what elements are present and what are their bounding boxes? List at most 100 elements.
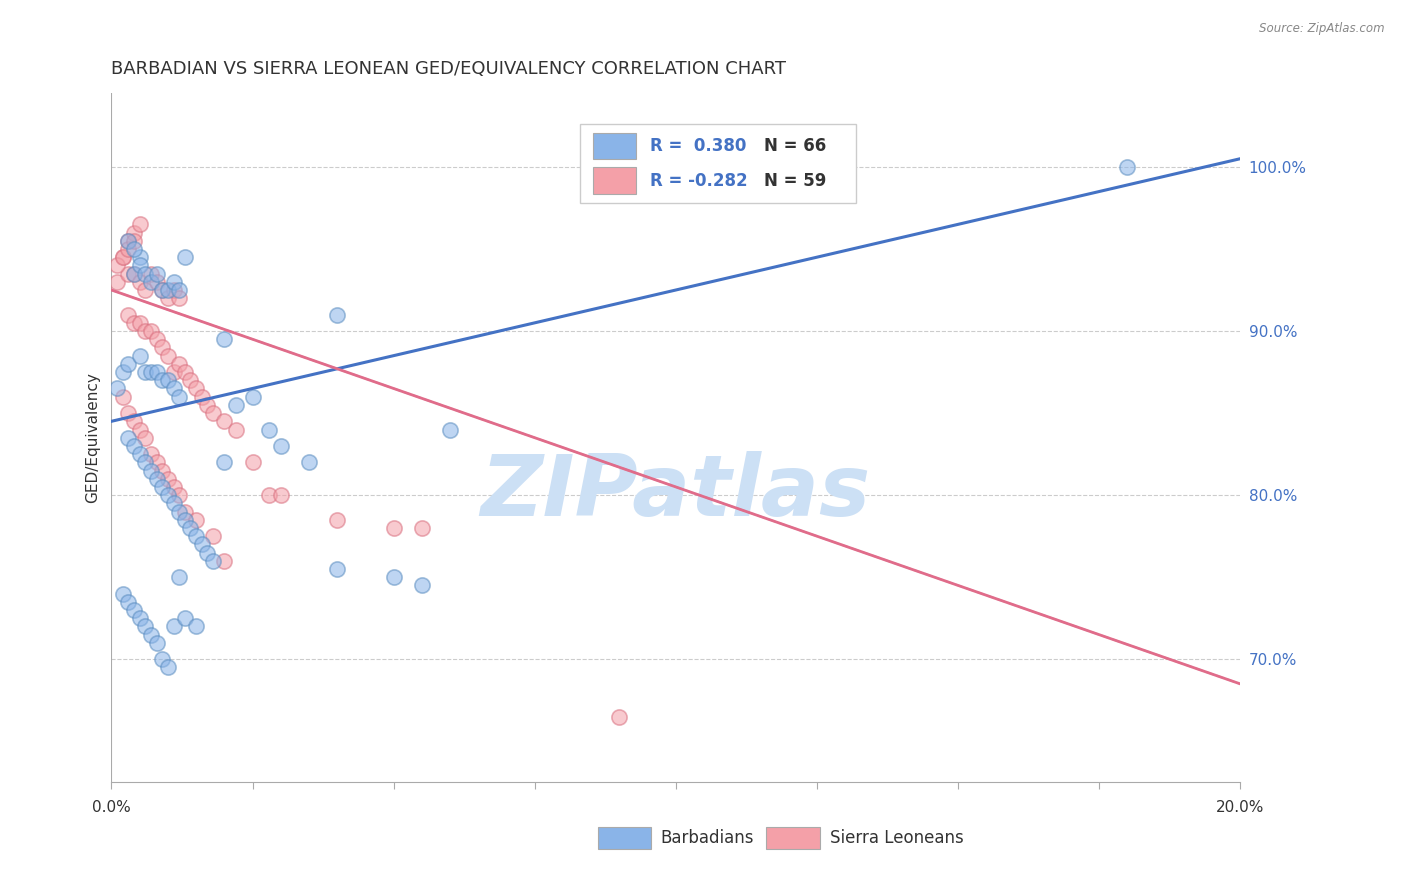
Point (145, 267, 167, 281)
Text: 0.0%: 0.0% (91, 799, 131, 814)
Point (105, 275, 128, 289)
Point (162, 496, 184, 510)
FancyBboxPatch shape (593, 133, 637, 159)
Point (259, 488, 281, 502)
Text: ZIPatlas: ZIPatlas (481, 451, 870, 534)
Point (111, 250, 134, 264)
Point (162, 480, 184, 494)
Text: R =  0.380: R = 0.380 (650, 137, 747, 155)
Point (173, 365, 195, 379)
Point (128, 275, 150, 289)
Point (259, 423, 281, 437)
Point (179, 521, 201, 535)
Text: N = 59: N = 59 (763, 171, 827, 190)
Point (145, 332, 167, 346)
Point (195, 546, 218, 560)
Point (145, 636, 167, 650)
Point (214, 455, 236, 469)
Point (122, 603, 145, 617)
Text: Sierra Leoneans: Sierra Leoneans (830, 830, 963, 847)
Point (202, 554, 225, 568)
Point (173, 250, 195, 264)
Point (117, 234, 139, 248)
Point (162, 365, 184, 379)
Point (122, 267, 145, 281)
Point (128, 316, 150, 330)
Point (122, 242, 145, 256)
Point (117, 595, 139, 609)
Point (179, 373, 201, 387)
Point (156, 660, 179, 674)
Point (184, 619, 207, 633)
Point (167, 488, 190, 502)
Point (150, 283, 173, 297)
Point (214, 332, 236, 346)
Point (150, 373, 173, 387)
Point (214, 554, 236, 568)
Point (225, 398, 247, 412)
Point (128, 447, 150, 461)
Point (122, 439, 145, 453)
Point (145, 472, 167, 486)
Point (202, 529, 225, 543)
Point (242, 390, 264, 404)
Point (150, 464, 173, 478)
Point (111, 365, 134, 379)
Point (117, 431, 139, 445)
Point (162, 283, 184, 297)
Point (145, 455, 167, 469)
Point (117, 308, 139, 322)
Point (128, 611, 150, 625)
Point (150, 480, 173, 494)
Point (117, 234, 139, 248)
Point (184, 382, 207, 396)
Point (156, 472, 179, 486)
Point (128, 423, 150, 437)
Point (298, 455, 321, 469)
Point (122, 316, 145, 330)
Point (162, 382, 184, 396)
Point (167, 570, 190, 584)
Point (128, 218, 150, 232)
Point (111, 587, 134, 601)
Point (225, 423, 247, 437)
Point (145, 365, 167, 379)
Point (105, 382, 128, 396)
Text: BARBADIAN VS SIERRA LEONEAN GED/EQUIVALENCY CORRELATION CHART: BARBADIAN VS SIERRA LEONEAN GED/EQUIVALE… (111, 60, 786, 78)
Point (214, 414, 236, 428)
Point (162, 619, 184, 633)
Point (134, 431, 156, 445)
Point (139, 324, 162, 338)
Point (439, 423, 461, 437)
Point (167, 390, 190, 404)
Point (128, 250, 150, 264)
Point (117, 357, 139, 371)
Point (156, 349, 179, 363)
Point (128, 349, 150, 363)
Point (382, 570, 405, 584)
Point (184, 529, 207, 543)
Point (117, 242, 139, 256)
Point (326, 562, 349, 576)
Point (122, 414, 145, 428)
Point (128, 259, 150, 273)
Y-axis label: GED/Equivalency: GED/Equivalency (86, 372, 100, 503)
Point (190, 390, 212, 404)
Point (122, 226, 145, 240)
Point (326, 308, 349, 322)
Text: Barbadians: Barbadians (661, 830, 755, 847)
Point (122, 234, 145, 248)
Point (134, 283, 156, 297)
Point (156, 291, 179, 305)
FancyBboxPatch shape (579, 124, 856, 203)
Point (173, 513, 195, 527)
Point (105, 259, 128, 273)
Point (167, 505, 190, 519)
Point (150, 652, 173, 666)
Point (156, 488, 179, 502)
Point (411, 521, 433, 535)
Point (139, 267, 162, 281)
Point (173, 611, 195, 625)
Point (134, 365, 156, 379)
Point (150, 283, 173, 297)
